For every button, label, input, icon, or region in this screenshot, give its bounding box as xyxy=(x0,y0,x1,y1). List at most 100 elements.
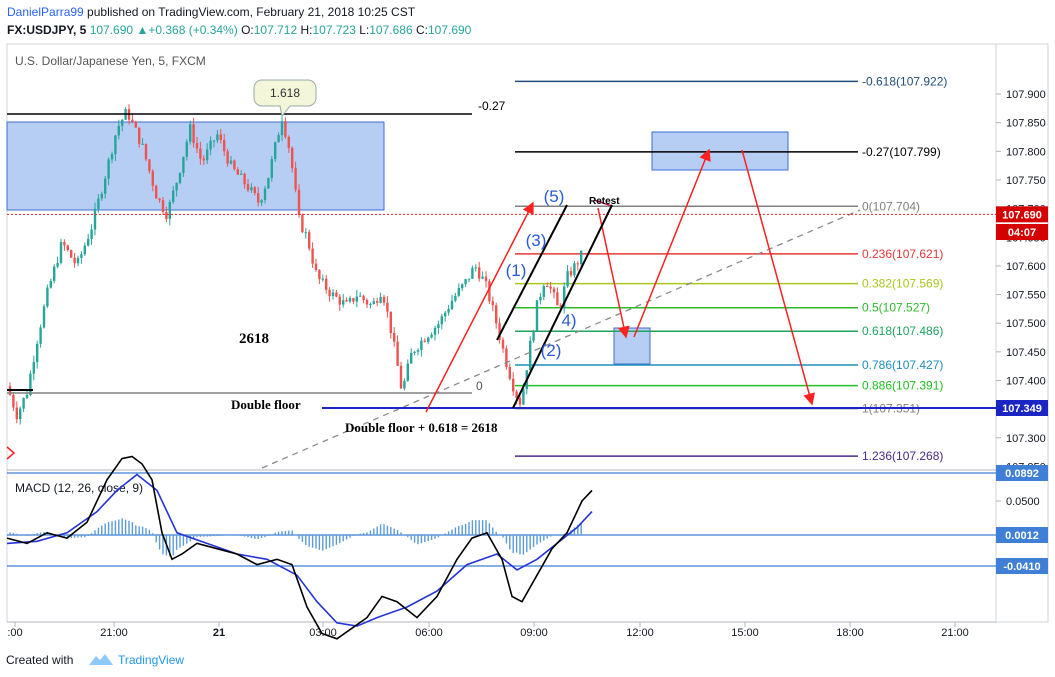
price-tick-label: 107.550 xyxy=(1006,290,1046,302)
candle-body xyxy=(284,121,287,137)
candle-body xyxy=(314,263,318,271)
dashed-trendline xyxy=(261,209,861,469)
candle-body xyxy=(515,391,518,398)
candle-body xyxy=(185,141,188,157)
candle-body xyxy=(39,327,42,344)
candle-body xyxy=(389,311,392,333)
candle-body xyxy=(131,119,134,122)
time-tick-label: 21:00 xyxy=(941,627,969,639)
candle-body xyxy=(304,232,307,234)
candle-body xyxy=(369,303,372,305)
candle-body xyxy=(297,189,301,215)
close-value: 107.690 xyxy=(427,23,472,37)
price-tick-label: 107.900 xyxy=(1006,89,1046,101)
candle-body xyxy=(172,190,175,202)
candle-body xyxy=(461,284,464,289)
price-tick-label: 107.400 xyxy=(1006,376,1046,388)
candle-body xyxy=(410,352,413,364)
candle-body xyxy=(148,159,151,172)
tradingview-logo-icon[interactable] xyxy=(88,651,114,667)
callout-bubble xyxy=(253,79,317,118)
last-price-tag: 107.690 xyxy=(1002,209,1042,221)
macd-line xyxy=(6,455,593,640)
candle-body xyxy=(36,343,39,363)
candle-body xyxy=(566,271,569,287)
candle-body xyxy=(454,295,457,301)
candle-body xyxy=(209,140,212,150)
time-tick-label: :00 xyxy=(7,627,22,639)
candle-body xyxy=(359,295,362,297)
macd-min-tag: -0.0410 xyxy=(1003,561,1040,573)
price-tick-label: 107.800 xyxy=(1006,146,1046,158)
tradingview-link[interactable]: TradingView xyxy=(118,653,185,667)
retest-zone xyxy=(613,327,651,365)
resistance-label: -0.27 xyxy=(478,99,506,113)
macd-max-tag: 0.0892 xyxy=(1005,468,1039,480)
candle-body xyxy=(161,200,165,212)
candle-body xyxy=(331,292,335,297)
zero-label: 0 xyxy=(476,379,483,393)
candle-body xyxy=(563,286,566,309)
up-arrow-icon: ▲ xyxy=(136,23,149,37)
candle-body xyxy=(420,340,423,351)
candle-body xyxy=(229,160,233,164)
macd-min-tag-bg xyxy=(996,558,1048,574)
candle-body xyxy=(141,143,144,145)
candle-body xyxy=(301,214,304,233)
candle-body xyxy=(549,286,552,289)
candle-body xyxy=(556,292,559,306)
annotations-layer: -0.27 0 (1) (2) (3) 4) (5) 2618 Double floor Doub… xyxy=(6,79,996,469)
chart-title: U.S. Dollar/Japanese Yen, 5, FXCM xyxy=(15,54,206,68)
candle-body xyxy=(175,182,178,191)
candle-body xyxy=(552,288,556,293)
candle-body xyxy=(406,363,409,381)
price-tick-label: 107.300 xyxy=(1006,433,1046,445)
candle-body xyxy=(328,289,331,297)
candle-body xyxy=(382,296,386,303)
candle-body xyxy=(107,159,110,179)
candle-body xyxy=(144,143,148,160)
candle-body xyxy=(498,323,501,340)
candle-body xyxy=(80,254,83,259)
symbol-label[interactable]: FX:USDJPY, 5 xyxy=(7,23,87,37)
wave-label: (1) xyxy=(506,261,527,280)
candle-body xyxy=(216,134,219,141)
candle-body xyxy=(471,267,474,279)
chart-svg[interactable]: U.S. Dollar/Japanese Yen, 5, FXCM 107.90… xyxy=(0,0,1055,644)
projection-arrow xyxy=(633,148,711,338)
candle-body xyxy=(430,334,433,338)
time-tick-label: 21 xyxy=(213,627,225,639)
double-floor-equation: Double floor + 0.618 = 2618 xyxy=(345,420,498,435)
candle-body xyxy=(274,142,277,160)
open-value: 107.712 xyxy=(253,23,298,37)
low-value: 107.686 xyxy=(369,23,413,37)
time-tick-label: 12:00 xyxy=(626,627,654,639)
candle-body xyxy=(352,298,355,302)
macd-zero-tag-bg xyxy=(996,527,1048,543)
candle-body xyxy=(403,380,406,389)
macd-title: MACD (12, 26, close, 9) xyxy=(15,481,143,495)
candle-body xyxy=(512,378,515,392)
candle-body xyxy=(433,328,437,335)
candle-body xyxy=(437,324,440,329)
candle-body xyxy=(457,288,460,296)
candle-body xyxy=(267,177,270,189)
candle-body xyxy=(22,397,25,409)
price-tick-label: 107.450 xyxy=(1006,347,1046,359)
publisher-link[interactable]: DanielParra99 xyxy=(7,5,84,19)
candle-body xyxy=(32,362,35,374)
time-tick-label: 06:00 xyxy=(415,627,443,639)
candle-body xyxy=(393,332,396,342)
candle-body xyxy=(110,154,114,160)
fib-level-label: 0.786(107.427) xyxy=(862,358,943,372)
candle-body xyxy=(189,124,192,142)
last-price-tag-bg xyxy=(996,206,1048,223)
candle-body xyxy=(233,160,236,170)
candle-body xyxy=(253,187,256,194)
wave-label: (2) xyxy=(541,341,562,360)
candle-body xyxy=(546,286,549,288)
wave-label: 4) xyxy=(561,311,576,330)
candle-body xyxy=(386,302,389,312)
candle-body xyxy=(223,139,226,152)
created-with-label: Created with xyxy=(6,653,74,667)
